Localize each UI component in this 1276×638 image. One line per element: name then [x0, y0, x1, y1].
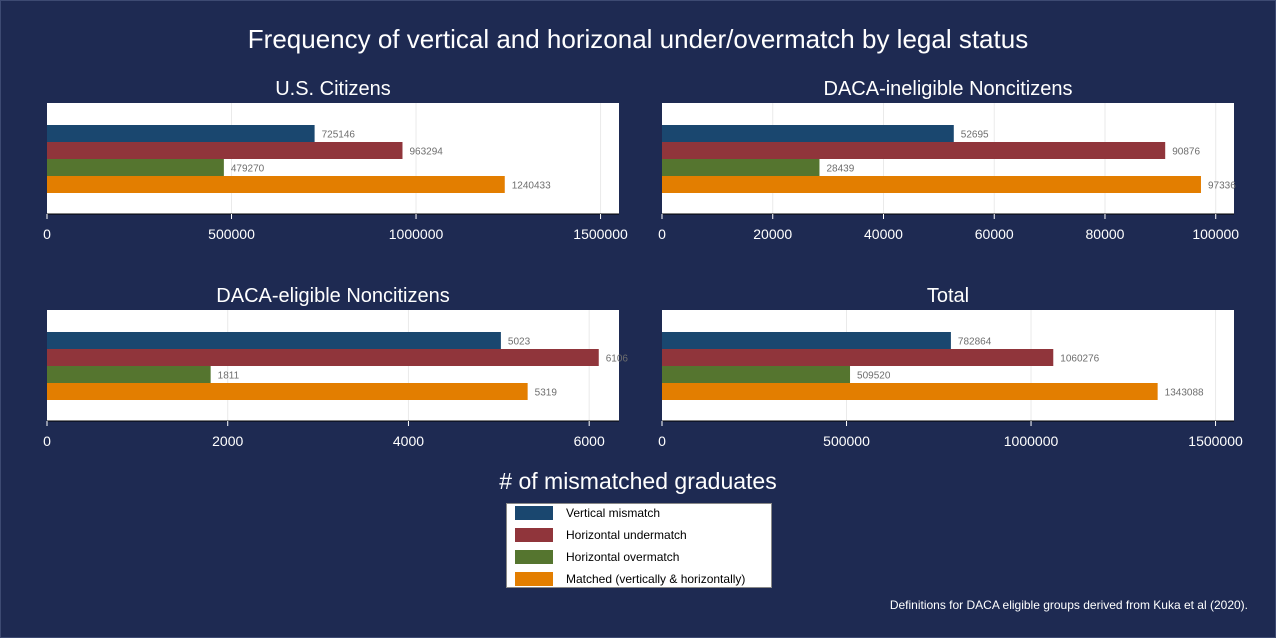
x-tick-label: 1000000	[1004, 433, 1059, 449]
bar-chart-daca-eligible: 5023 6106 1811 5319 0 2000 4000 6000	[43, 310, 629, 449]
x-tick-label: 100000	[1192, 226, 1239, 242]
bar	[47, 366, 211, 383]
x-tick-label: 40000	[864, 226, 903, 242]
bar	[47, 332, 501, 349]
bar	[662, 142, 1166, 159]
data-label: 52695	[961, 130, 989, 141]
x-tick-label: 0	[43, 433, 51, 449]
data-label: 1343088	[1165, 388, 1204, 399]
x-tick-label: 60000	[975, 226, 1014, 242]
chart-title: Frequency of vertical and horizonal unde…	[247, 24, 1029, 54]
panel-total: Total 782864 1060276 509520 1343088 0 500000 1…	[658, 285, 1243, 455]
x-tick-label: 20000	[753, 226, 792, 242]
data-label: 725146	[322, 130, 356, 141]
legend: Vertical mismatch Horizontal undermatch …	[506, 503, 772, 588]
panel-us-citizens: U.S. Citizens 725146 963294 479270 1240433 0…	[43, 78, 628, 248]
bar	[662, 366, 851, 383]
data-label: 509520	[857, 371, 891, 382]
data-label: 782864	[958, 337, 992, 348]
legend-label: Matched (vertically & horizontally)	[566, 572, 746, 586]
bar	[47, 125, 315, 142]
bar	[662, 383, 1158, 400]
x-tick-label: 0	[658, 433, 666, 449]
legend-label: Vertical mismatch	[566, 506, 661, 520]
panel-title: DACA-eligible Noncitizens	[216, 285, 450, 307]
x-axis-title: # of mismatched graduates	[499, 468, 777, 494]
panel-title: U.S. Citizens	[275, 78, 391, 100]
x-tick-label: 2000	[212, 433, 243, 449]
x-tick-label: 80000	[1086, 226, 1125, 242]
x-tick-label: 500000	[208, 226, 255, 242]
legend-label: Horizontal undermatch	[566, 528, 687, 542]
bar	[47, 349, 599, 366]
bar	[47, 142, 403, 159]
footnote: Definitions for DACA eligible groups der…	[889, 598, 1248, 612]
panel-title: DACA-ineligible Noncitizens	[823, 78, 1073, 100]
data-label: 479270	[231, 164, 265, 175]
legend-swatch	[515, 572, 553, 586]
data-label: 1811	[218, 371, 240, 382]
bar	[662, 176, 1201, 193]
data-label: 1240433	[512, 181, 551, 192]
data-label: 963294	[409, 147, 443, 158]
legend-swatch	[515, 506, 553, 520]
bar	[662, 349, 1054, 366]
bar	[47, 176, 505, 193]
bar	[47, 159, 224, 176]
x-tick-label: 1500000	[573, 226, 628, 242]
x-tick-label: 500000	[823, 433, 870, 449]
data-label: 28439	[826, 164, 854, 175]
legend-swatch	[515, 550, 553, 564]
x-tick-label: 1500000	[1188, 433, 1243, 449]
x-tick-label: 4000	[393, 433, 424, 449]
bar-chart-total: 782864 1060276 509520 1343088 0 500000 1000000…	[658, 310, 1243, 449]
data-label: 90876	[1172, 147, 1200, 158]
legend-swatch	[515, 528, 553, 542]
legend-label: Horizontal overmatch	[566, 550, 680, 564]
x-tick-label: 0	[658, 226, 666, 242]
bar	[47, 383, 528, 400]
x-tick-label: 1000000	[389, 226, 444, 242]
panel-daca-eligible: DACA-eligible Noncitizens 5023 6106 1811 53…	[43, 285, 628, 455]
x-tick-label: 0	[43, 226, 51, 242]
data-label: 5319	[535, 388, 558, 399]
panel-title: Total	[926, 285, 970, 307]
data-label: 97336	[1208, 181, 1236, 192]
data-label: 5023	[508, 337, 531, 348]
data-label: 6106	[606, 354, 629, 365]
bar	[662, 332, 951, 349]
bar-chart-daca-ineligible: 52695 90876 28439 97336 0 20000 40000 60000 8000…	[658, 103, 1239, 242]
bar-chart-us-citizens: 725146 963294 479270 1240433 0 500000 1000000 1…	[43, 103, 628, 242]
bar	[662, 159, 820, 176]
x-tick-label: 6000	[574, 433, 605, 449]
panel-daca-ineligible: DACA-ineligible Noncitizens 52695 90876 28…	[658, 78, 1239, 248]
data-label: 1060276	[1060, 354, 1099, 365]
bar	[662, 125, 954, 142]
